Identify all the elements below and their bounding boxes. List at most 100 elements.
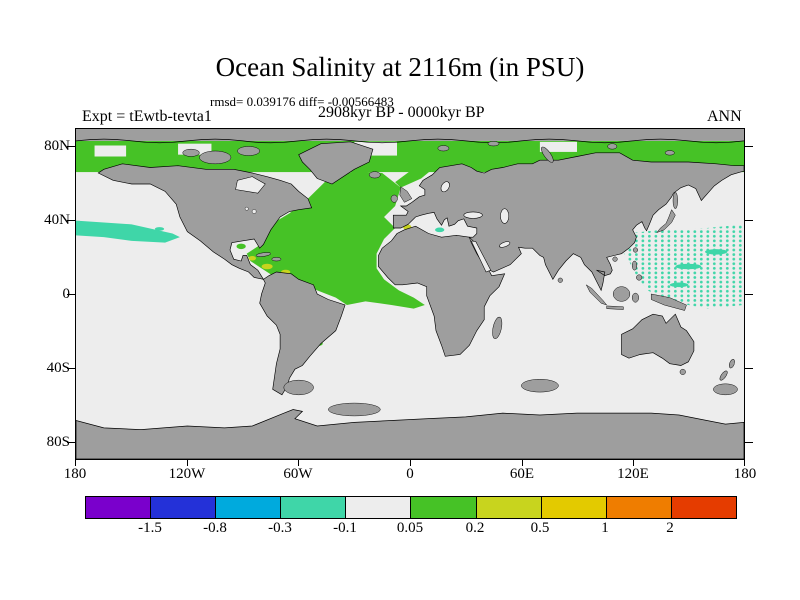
west-pacific-anomaly-streak (669, 282, 689, 288)
lon-tick (633, 460, 634, 466)
tasmania (679, 368, 686, 375)
red-sea (470, 240, 492, 273)
lon-tick (75, 460, 76, 466)
continent-australia (621, 313, 695, 366)
polar-cap (76, 129, 744, 141)
season-label: ANN (707, 108, 742, 125)
franz-josef-land (487, 141, 500, 147)
lon-tick-label: 120E (617, 466, 649, 482)
new-guinea (650, 293, 687, 311)
taiwan (632, 247, 639, 253)
colorbar-level-label: 1 (601, 520, 609, 536)
lat-tick (67, 442, 75, 443)
west-pacific-anomaly-streak (705, 249, 728, 255)
experiment-label: Expt = tEwtb-tevta1 (82, 108, 212, 125)
greenland (298, 141, 374, 185)
lat-tick-label: 80N (44, 138, 70, 154)
caspian-sea (500, 208, 510, 224)
lon-tick (187, 460, 188, 466)
philippines (631, 260, 638, 271)
persian-gulf (499, 241, 511, 248)
iceland (368, 171, 381, 179)
lat-tick-label: 40N (44, 212, 70, 228)
nordic-seas-positive-anomaly (395, 169, 433, 188)
stats-line: rmsd= 0.039176 diff= -0.00566483 (210, 94, 394, 109)
colorbar-cell (410, 497, 476, 518)
java (606, 305, 624, 310)
ireland (390, 194, 398, 203)
novaya-zemlya (541, 146, 554, 163)
great-britain (399, 186, 413, 203)
lon-tick (410, 460, 411, 466)
borneo (612, 286, 631, 302)
colorbar-level-label: -0.3 (268, 520, 292, 536)
continent-africa (378, 225, 506, 357)
world-map-svg (76, 129, 744, 459)
hispaniola (271, 257, 282, 262)
baltic-sea (440, 181, 450, 193)
southern-ocean-gray-patch (328, 402, 381, 417)
southern-ocean-gray-patch (283, 379, 314, 396)
gulf-of-mexico-anomaly (236, 243, 246, 250)
svalbard (437, 145, 450, 152)
philippines (636, 274, 643, 281)
lat-tick (67, 294, 75, 295)
lat-tick-label: 80S (46, 434, 70, 450)
lat-tick (67, 368, 75, 369)
colorbar-level-label: -0.1 (333, 520, 357, 536)
colorbar-level-label: 0.05 (396, 520, 424, 536)
caribbean-warm-spot (248, 255, 256, 261)
sulawesi (631, 292, 639, 303)
new-zealand (719, 370, 728, 381)
japan (656, 209, 676, 234)
lat-tick (745, 146, 753, 147)
cuba (255, 252, 271, 257)
colorbar-level-label: -0.8 (203, 520, 227, 536)
lon-tick (522, 460, 523, 466)
hudson-bay (235, 176, 266, 194)
lat-tick (745, 368, 753, 369)
great-lakes (244, 206, 249, 211)
continent-antarctica (76, 409, 744, 459)
map-plot-area (75, 128, 745, 460)
sakhalin (672, 192, 678, 209)
lat-tick (745, 442, 753, 443)
lat-tick-label: 0 (26, 286, 71, 303)
lon-tick-label: 180 (733, 466, 757, 482)
lat-tick (67, 146, 75, 147)
lon-tick (744, 460, 745, 466)
lon-tick-label: 60W (283, 466, 313, 482)
lon-tick-label: 60E (509, 466, 535, 482)
colorbar (85, 496, 737, 519)
colorbar-cell (150, 497, 216, 518)
new-siberian-islands (664, 150, 675, 156)
colorbar-labels: -1.5 -0.8 -0.3 -0.1 0.05 0.2 0.5 1 2 (85, 520, 735, 540)
arctic-white-patch (539, 141, 577, 152)
period-line: 2908kyr BP - 0000kyr BP (318, 104, 485, 121)
hainan (612, 256, 618, 262)
lon-tick (298, 460, 299, 466)
colorbar-cell (345, 497, 411, 518)
caribbean-warm-spot (261, 263, 273, 270)
colorbar-level-label: 2 (666, 520, 674, 536)
lat-tick (67, 220, 75, 221)
lat-tick (745, 294, 753, 295)
colorbar-cell (215, 497, 281, 518)
colorbar-cell (670, 497, 736, 518)
black-sea (463, 211, 483, 219)
northeast-pacific-negative-anomaly (76, 220, 180, 243)
colorbar-cell (280, 497, 346, 518)
canadian-arctic-islands (237, 146, 260, 156)
polar-ice-edge (76, 138, 744, 144)
colorbar-level-label: -1.5 (138, 520, 162, 536)
lat-tick-label: 40S (46, 360, 70, 376)
sri-lanka (557, 277, 563, 283)
page-title: Ocean Salinity at 2116m (in PSU) (215, 52, 585, 82)
lon-tick-label: 180 (63, 466, 87, 482)
great-lakes (251, 209, 257, 214)
mediterranean-negative-speck (435, 227, 445, 233)
sumatra (585, 284, 608, 306)
colorbar-cell (605, 497, 671, 518)
continent-south-america (259, 271, 346, 396)
